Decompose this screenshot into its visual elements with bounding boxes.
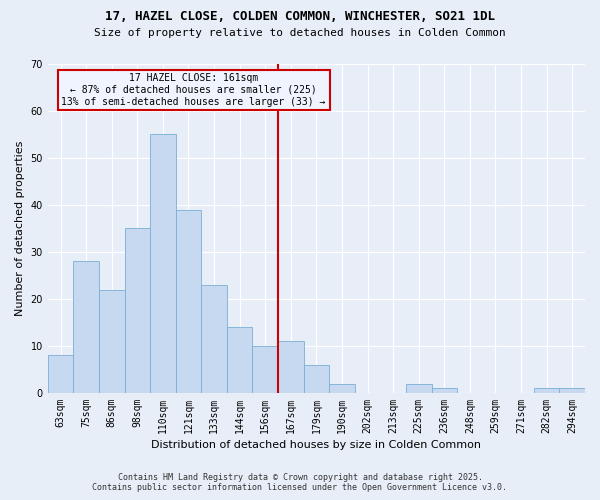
Bar xyxy=(125,228,150,393)
Bar xyxy=(227,327,253,393)
Bar xyxy=(48,356,73,393)
Bar xyxy=(431,388,457,393)
Y-axis label: Number of detached properties: Number of detached properties xyxy=(15,141,25,316)
Bar xyxy=(534,388,559,393)
Bar xyxy=(99,290,125,393)
Bar xyxy=(73,262,99,393)
Bar xyxy=(329,384,355,393)
Bar xyxy=(176,210,201,393)
Text: 17, HAZEL CLOSE, COLDEN COMMON, WINCHESTER, SO21 1DL: 17, HAZEL CLOSE, COLDEN COMMON, WINCHEST… xyxy=(105,10,495,23)
Bar xyxy=(253,346,278,393)
Bar xyxy=(278,342,304,393)
Bar xyxy=(201,285,227,393)
Text: Size of property relative to detached houses in Colden Common: Size of property relative to detached ho… xyxy=(94,28,506,38)
Text: Contains HM Land Registry data © Crown copyright and database right 2025.
Contai: Contains HM Land Registry data © Crown c… xyxy=(92,473,508,492)
Text: 17 HAZEL CLOSE: 161sqm
← 87% of detached houses are smaller (225)
13% of semi-de: 17 HAZEL CLOSE: 161sqm ← 87% of detached… xyxy=(61,74,326,106)
Bar xyxy=(150,134,176,393)
Bar xyxy=(406,384,431,393)
Bar xyxy=(304,364,329,393)
Bar xyxy=(559,388,585,393)
X-axis label: Distribution of detached houses by size in Colden Common: Distribution of detached houses by size … xyxy=(151,440,481,450)
